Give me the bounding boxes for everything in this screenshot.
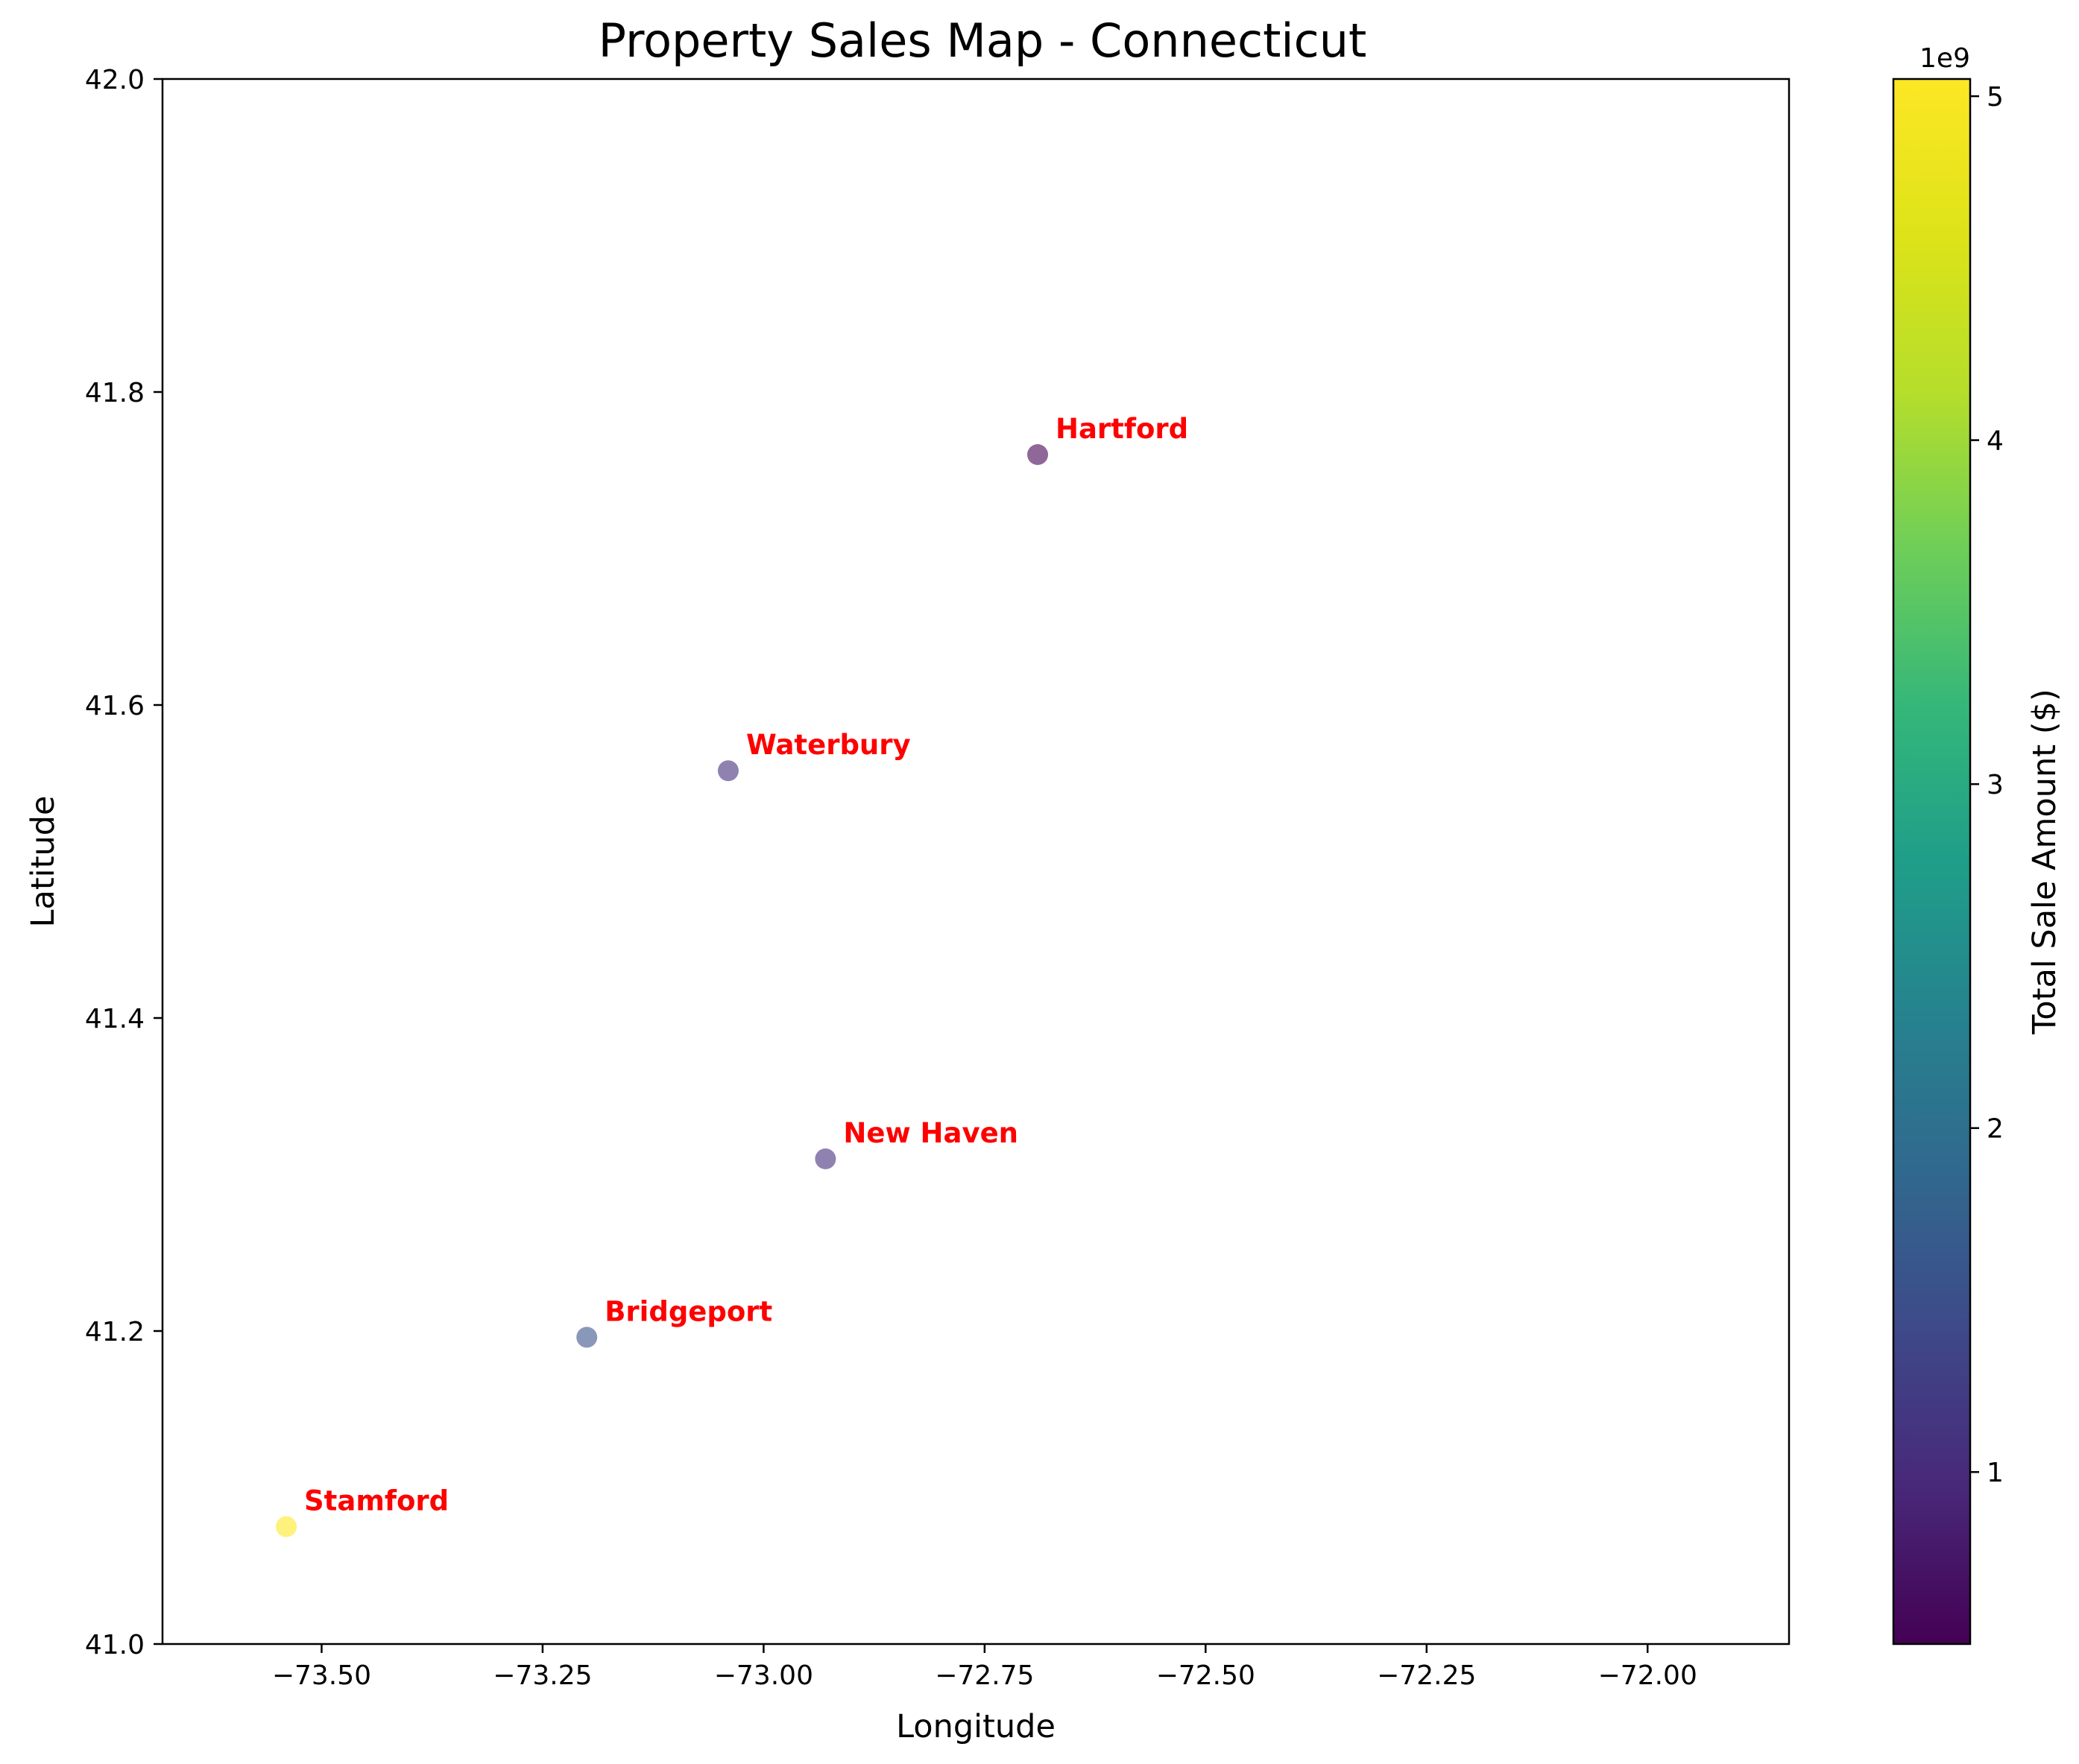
y-axis-ticks: 41.0 41.2 41.4 41.6 41.8 42.0 <box>85 65 163 1660</box>
y-tick-label: 42.0 <box>85 65 145 95</box>
scatter-point <box>815 1148 836 1169</box>
colorbar-gradient <box>1893 79 1970 1644</box>
point-label: Stamford <box>304 1485 449 1517</box>
y-tick-label: 41.0 <box>85 1630 145 1660</box>
colorbar-frame <box>1892 78 1972 1646</box>
point-label: New Haven <box>843 1117 1018 1149</box>
point-label: Waterbury <box>746 729 911 761</box>
colorbar-tick-label: 4 <box>1987 426 2004 457</box>
y-tick-label: 41.2 <box>85 1317 145 1347</box>
colorbar-ticks: 1 2 3 4 5 <box>1970 82 2004 1488</box>
scatter-point <box>1027 444 1049 465</box>
colorbar: 1 2 3 4 5 1e9 Total Sale Amount ($) <box>1892 43 2063 1646</box>
scatter-point <box>717 760 739 782</box>
plot-area: Hartford Waterbury New Haven Bridgeport Stam… <box>276 413 1188 1537</box>
chart-title: Property Sales Map - Connecticut <box>599 13 1367 68</box>
colorbar-label: Total Sale Amount ($) <box>2026 689 2063 1034</box>
point-label: Hartford <box>1056 413 1188 445</box>
y-tick-label: 41.6 <box>85 691 145 721</box>
colorbar-tick-label: 2 <box>1987 1114 2004 1145</box>
colorbar-tick-label: 5 <box>1987 82 2004 113</box>
scatter-point <box>276 1516 297 1537</box>
colorbar-tick-label: 1 <box>1987 1458 2004 1488</box>
colorbar-tick-label: 3 <box>1987 770 2004 800</box>
y-tick-label: 41.8 <box>85 378 145 408</box>
scatter-point <box>576 1327 598 1348</box>
y-tick-label: 41.4 <box>85 1004 145 1034</box>
x-tick-label: −73.00 <box>714 1660 813 1691</box>
colorbar-offset-text: 1e9 <box>1919 43 1970 74</box>
point-label: Bridgeport <box>605 1295 772 1327</box>
y-axis-label: Latitude <box>25 796 62 928</box>
x-tick-label: −73.25 <box>493 1660 592 1691</box>
x-tick-label: −72.75 <box>935 1660 1034 1691</box>
plot-frame <box>161 78 1791 1646</box>
x-tick-label: −72.50 <box>1156 1660 1255 1691</box>
x-tick-label: −72.25 <box>1377 1660 1476 1691</box>
x-tick-label: −72.00 <box>1598 1660 1697 1691</box>
x-axis-ticks: −73.50 −73.25 −73.00 −72.75 −72.50 −72.25 −72.… <box>272 1644 1697 1691</box>
x-axis-label: Longitude <box>896 1708 1056 1745</box>
x-tick-label: −73.50 <box>272 1660 371 1691</box>
